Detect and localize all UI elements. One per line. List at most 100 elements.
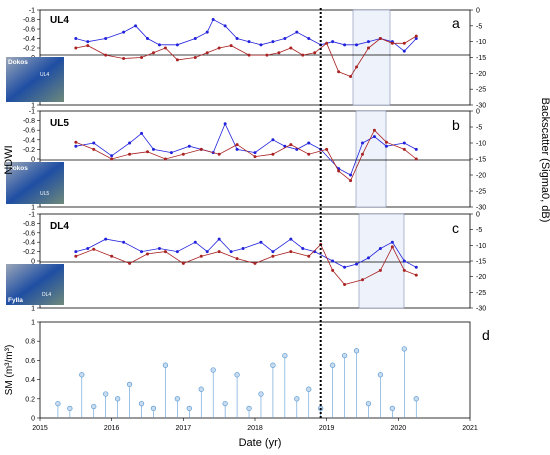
panel-b-backscatter-tick-label: -30 (476, 205, 486, 212)
panel-a-station-label: UL4 (50, 15, 69, 26)
panel-c-station-label: DL4 (50, 221, 69, 232)
panel-c-series-0-point (366, 256, 370, 260)
panel-a-series-0-point (175, 43, 179, 47)
panel-c-shaded-period (358, 213, 405, 309)
panel-b-series-0-point (140, 131, 144, 135)
panel-c-series-1-point (361, 278, 364, 282)
panel-c-series-0-point (104, 237, 108, 241)
panel-b-series-0-point (253, 151, 257, 155)
panel-c-series-1-point (378, 268, 382, 272)
panel-a-letter: a (452, 15, 460, 31)
panel-c-series-0-point (140, 250, 144, 254)
panel-a-backscatter-tick-label: -5 (476, 23, 482, 30)
panel-d-point (365, 400, 372, 407)
panel-c-backscatter-tick-label: -20 (476, 274, 486, 281)
panel-a-series-1-point (193, 56, 197, 59)
panel-b-frame (39, 110, 471, 208)
panel-b-inset-marker: UL5 (40, 191, 49, 197)
panel-c-series-0-point (301, 246, 305, 250)
panel-c-series-1-point (146, 252, 149, 256)
panel-c-backscatter-tick-label: -15 (476, 259, 486, 266)
panel-b-inset-map (6, 162, 64, 204)
panel-b-series-1-point (199, 147, 203, 151)
panel-d-y-ticks: 0 0.2 0.4 0.6 0.8 1 (25, 320, 40, 423)
panel-a-series-1-point (151, 51, 155, 55)
panel-d-frame (39, 321, 471, 419)
panel-b-series-1-point (402, 147, 406, 151)
panel-b-ndwi-tick-label: -0.4 (23, 137, 35, 144)
panel-d-y-tick-label: 0.2 (25, 396, 35, 403)
panel-a-backscatter-tick-label: -10 (476, 39, 486, 46)
panel-d-point (126, 381, 133, 388)
panel-d-y-tick-label: 0.4 (25, 377, 35, 384)
panel-c-ndwi-tick-label: -0.2 (23, 249, 35, 256)
panel-c-series-1-point (92, 247, 96, 251)
panel-b-series-1-point (110, 157, 114, 161)
panel-b-backscatter-tick-label: -25 (476, 189, 486, 196)
panel-a-backscatter-tick-label: -15 (476, 55, 486, 62)
x-axis-tick-label: 2019 (319, 425, 335, 432)
panel-c-series-0-point (74, 250, 78, 254)
panel-c-group: -1-0.8-0.6-0.4-0.200.20.40.60.81 0-5-10-… (6, 212, 486, 313)
panel-a-series-1-point (104, 53, 108, 57)
panel-d-point (138, 400, 145, 407)
panel-b-series-0-point (187, 144, 191, 148)
panel-a-series-0-point (134, 24, 138, 28)
panel-b-series-1-point (163, 157, 167, 161)
panel-c-series-1-point (402, 268, 406, 272)
panel-a-series-1-point (140, 56, 144, 59)
panel-b-series-1-point (349, 179, 353, 183)
panel-b-ndwi-tick-label: 1 (31, 205, 35, 212)
panel-d-point (210, 367, 216, 373)
panel-b-series-1-point (307, 152, 311, 156)
panel-a-series-0-point (414, 37, 418, 40)
panel-c-inset-label: Fylla (8, 297, 23, 304)
panel-c-backscatter-tick-label: -30 (476, 306, 486, 313)
panel-c-series-0-point (414, 265, 418, 269)
panel-d-point (413, 396, 419, 402)
panel-a-ndwi-tick-label: -0.6 (23, 27, 35, 34)
x-axis-label: Date (yr) (239, 437, 282, 449)
panel-b-series-1-point (92, 147, 96, 151)
panel-b-series-0-point (235, 147, 239, 151)
panel-b-series-0-point (384, 144, 388, 148)
panel-c-series-0-point (217, 237, 221, 241)
panel-d-point (306, 386, 312, 392)
panel-c-series-1-point (181, 261, 185, 265)
panel-a-series-1-point (366, 46, 370, 50)
panel-c-series-1-point (253, 261, 257, 265)
panel-b-backscatter-tick-label: -20 (476, 173, 486, 180)
panel-b-series-1-point (235, 143, 239, 147)
panel-c-series-1-point (289, 250, 293, 254)
panel-a-series-1-point (301, 53, 305, 57)
panel-d-series (55, 346, 419, 418)
panel-a-ndwi-tick-label: -0.8 (23, 17, 35, 24)
panel-a-backscatter-tick-label: -30 (476, 103, 486, 110)
panel-c-series-1-point (307, 254, 311, 258)
panel-a-inset-map (6, 57, 64, 102)
panel-a-ndwi-tick-label: -1 (29, 8, 35, 15)
x-axis-tick-label: 2017 (176, 425, 192, 432)
panel-b-series-0-point (372, 135, 376, 139)
panel-a-series-0-point (86, 40, 90, 44)
panel-d-point (353, 348, 360, 354)
panel-b-series-1-point (271, 152, 275, 156)
panel-c-series-1-point (235, 257, 239, 261)
panel-b-series-1-point (253, 155, 257, 159)
panel-c-series-1-point (110, 254, 114, 258)
panel-b-station-label: UL5 (50, 118, 69, 129)
panel-b-series-1-point (325, 147, 329, 151)
x-axis-tick-label: 2016 (104, 425, 120, 432)
panel-d-point (270, 362, 276, 368)
panel-a-series-1-point (205, 51, 209, 55)
panel-a-series-1-point (74, 46, 78, 50)
panel-a-series-1-point (247, 53, 251, 57)
x-axis-tick-label: 2015 (32, 425, 48, 432)
panel-b-letter: b (452, 117, 460, 133)
panel-b-series-1-point (372, 128, 376, 132)
panel-b-series (74, 122, 418, 183)
panel-a-series-0-point (205, 30, 209, 34)
panel-d-point (114, 396, 121, 402)
panel-d-y-tick-label: 0.8 (25, 339, 35, 346)
panel-b-series-1-point (337, 169, 341, 173)
